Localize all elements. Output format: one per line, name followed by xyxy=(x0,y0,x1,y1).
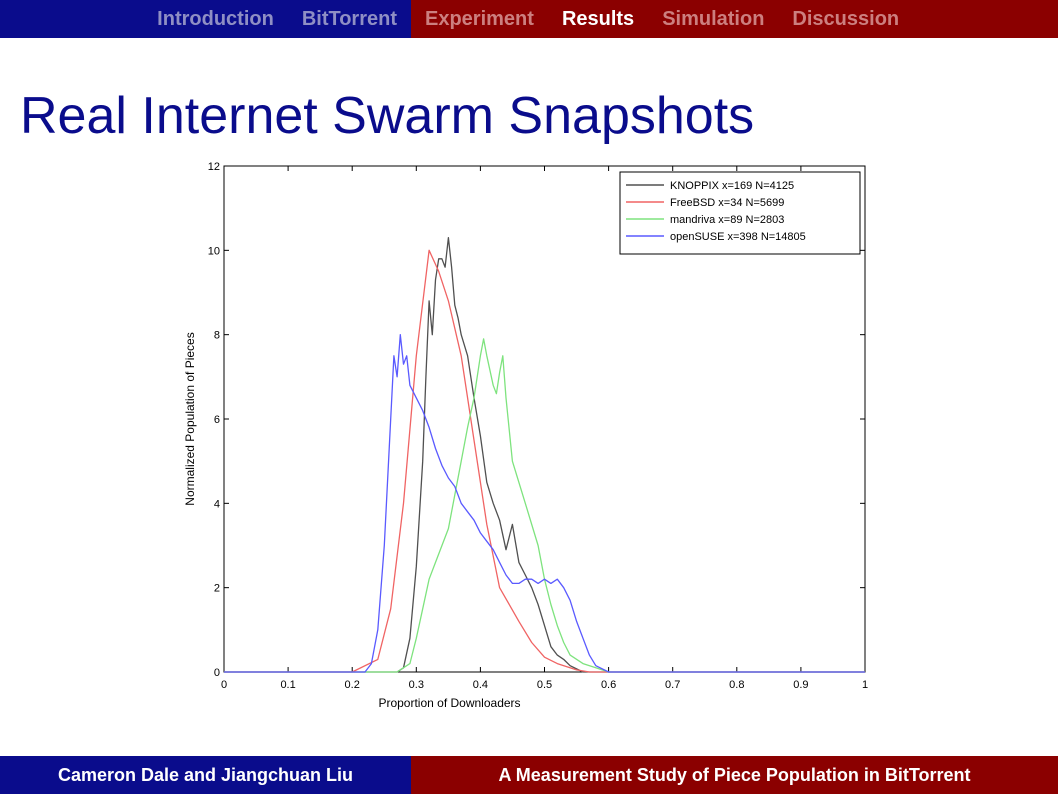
x-tick-label: 1 xyxy=(862,679,868,691)
x-tick-label: 0.1 xyxy=(280,679,295,691)
x-tick-label: 0.9 xyxy=(793,679,808,691)
x-tick-label: 0.4 xyxy=(473,679,488,691)
x-tick-label: 0.8 xyxy=(729,679,744,691)
y-tick-label: 10 xyxy=(208,245,220,257)
series-line-0 xyxy=(224,237,865,673)
legend-label-3: openSUSE x=398 N=14805 xyxy=(670,231,806,243)
footer-paper-title: A Measurement Study of Piece Population … xyxy=(498,764,971,785)
nav-results[interactable]: Results xyxy=(561,7,635,30)
y-tick-label: 8 xyxy=(214,330,220,342)
footer: Cameron Dale and Jiangchuan Liu A Measur… xyxy=(0,756,1058,794)
series-line-1 xyxy=(224,249,865,673)
legend-label-2: mandriva x=89 N=2803 xyxy=(670,214,784,226)
nav-simulation[interactable]: Simulation xyxy=(662,7,765,30)
footer-authors: Cameron Dale and Jiangchuan Liu xyxy=(57,764,354,785)
x-axis-label: Proportion of Downloaders xyxy=(378,696,520,710)
slide-title: Real Internet Swarm Snapshots xyxy=(20,87,755,145)
nav-right-group: Experiment Results Simulation Discussion xyxy=(411,0,1058,38)
y-tick-label: 6 xyxy=(214,414,220,426)
x-tick-label: 0 xyxy=(221,679,227,691)
x-tick-label: 0.7 xyxy=(665,679,680,691)
nav-bittorrent[interactable]: BitTorrent xyxy=(301,7,397,30)
x-tick-label: 0.5 xyxy=(537,679,552,691)
y-tick-label: 4 xyxy=(214,498,220,510)
nav-experiment[interactable]: Experiment xyxy=(425,7,534,30)
y-tick-label: 0 xyxy=(214,667,220,679)
nav-introduction[interactable]: Introduction xyxy=(157,7,274,30)
x-tick-label: 0.2 xyxy=(345,679,360,691)
y-tick-label: 2 xyxy=(214,583,220,595)
top-navigation: Introduction BitTorrent Experiment Resul… xyxy=(0,0,1058,38)
series-line-2 xyxy=(224,338,865,673)
nav-left-group: Introduction BitTorrent xyxy=(0,0,411,38)
series-line-3 xyxy=(224,334,865,673)
footer-left: Cameron Dale and Jiangchuan Liu xyxy=(0,756,411,794)
legend-label-1: FreeBSD x=34 N=5699 xyxy=(670,197,784,209)
footer-right: A Measurement Study of Piece Population … xyxy=(411,756,1058,794)
y-axis-label: Normalized Population of Pieces xyxy=(183,332,197,505)
legend-label-0: KNOPPIX x=169 N=4125 xyxy=(670,180,794,192)
x-tick-label: 0.3 xyxy=(409,679,424,691)
line-chart: 0 0.1 0.2 0.3 0.4 0.5 0.6 0.7 0.8 0.9 1024681012Pr… xyxy=(183,161,868,710)
x-tick-label: 0.6 xyxy=(601,679,616,691)
chart-container: 0 0.1 0.2 0.3 0.4 0.5 0.6 0.7 0.8 0.9 1 0 2 4 6 8 10 12 Pr… xyxy=(175,150,877,716)
y-tick-label: 12 xyxy=(208,161,220,173)
nav-discussion[interactable]: Discussion xyxy=(792,7,900,30)
